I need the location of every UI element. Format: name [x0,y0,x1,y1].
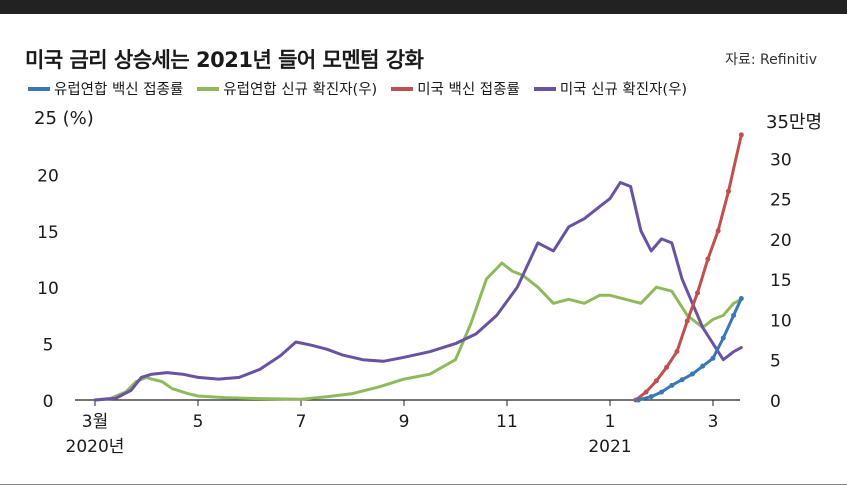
x-year-label: 2020년 [66,437,125,457]
left-tick-label: 15 [37,223,59,243]
x-tick-label: 7 [296,412,307,432]
right-axis-unit: 35만명 [766,112,823,133]
legend-item-eu-vacc: 유럽연합 백신 접종률 [28,78,183,99]
legend-item-eu-cases: 유럽연합 신규 확진자(우) [197,78,377,99]
legend-label-eu-vacc: 유럽연합 백신 접종률 [54,82,184,98]
x-tick-label: 1 [605,412,616,432]
data-point-eu-vacc [710,355,716,361]
data-point-us-vacc [653,378,659,384]
series-line-us-cases [93,181,743,402]
left-tick-label: 5 [43,336,54,356]
data-point-us-vacc [725,188,731,194]
legend-swatch-us-cases [533,86,556,91]
legend-item-us-cases: 미국 신규 확진자(우) [533,78,688,99]
right-tick-label: 30 [770,150,792,170]
x-tick-label: 11 [496,412,518,432]
data-point-us-vacc [664,364,670,370]
data-point-us-vacc [715,228,721,234]
right-tick-label: 25 [770,191,792,211]
data-point-eu-vacc [731,312,737,318]
legend-swatch-us-vacc [391,86,414,91]
data-point-us-vacc [684,318,690,324]
data-point-eu-vacc [635,397,641,403]
data-point-us-vacc [738,132,744,138]
legend-swatch-eu-vacc [28,86,50,91]
data-point-us-vacc [674,348,680,354]
x-tick-label: 5 [193,412,204,432]
right-tick-label: 0 [770,392,781,412]
right-tick-label: 20 [770,231,792,251]
legend-label-us-vacc: 미국 백신 접종률 [417,82,520,98]
legend-swatch-eu-cases [197,86,220,91]
data-point-eu-vacc [648,394,654,400]
data-point-eu-vacc [689,371,695,377]
source-note: 자료: Refinitiv [725,52,817,68]
data-point-eu-vacc [738,295,744,301]
data-point-eu-vacc [700,363,706,369]
x-year-label: 2021 [588,437,631,457]
left-tick-label: 0 [43,392,54,412]
x-tick-label: 3 [708,412,719,432]
legend: 유럽연합 백신 접종률 유럽연합 신규 확진자(우) 미국 백신 접종률 미국 … [28,78,687,99]
data-point-eu-vacc [720,335,726,341]
bottom-rule [0,484,847,485]
top-rule [0,0,847,14]
legend-label-us-cases: 미국 신규 확진자(우) [559,82,688,98]
left-tick-label: 20 [37,166,59,186]
x-tick-label: 9 [399,412,410,432]
right-tick-label: 10 [770,311,792,331]
right-tick-label: 15 [770,271,792,291]
data-point-eu-vacc [659,389,664,395]
left-tick-label: 10 [37,279,59,299]
legend-label-eu-cases: 유럽연합 신규 확진자(우) [223,82,378,98]
series-line-us-vacc [634,133,743,402]
data-point-us-vacc [705,256,711,262]
data-point-us-vacc [643,389,649,395]
legend-item-us-vacc: 미국 백신 접종률 [391,78,520,99]
series-line-eu-cases [93,261,743,402]
data-point-eu-vacc [679,377,685,383]
left-axis-unit: 25 (%) [34,108,94,129]
data-point-eu-vacc [669,382,675,388]
x-tick-label: 3월 [82,412,108,432]
data-point-us-vacc [695,290,701,296]
right-tick-label: 5 [770,352,781,372]
chart-title: 미국 금리 상승세는 2021년 들어 모멘텀 강화 [25,48,424,72]
